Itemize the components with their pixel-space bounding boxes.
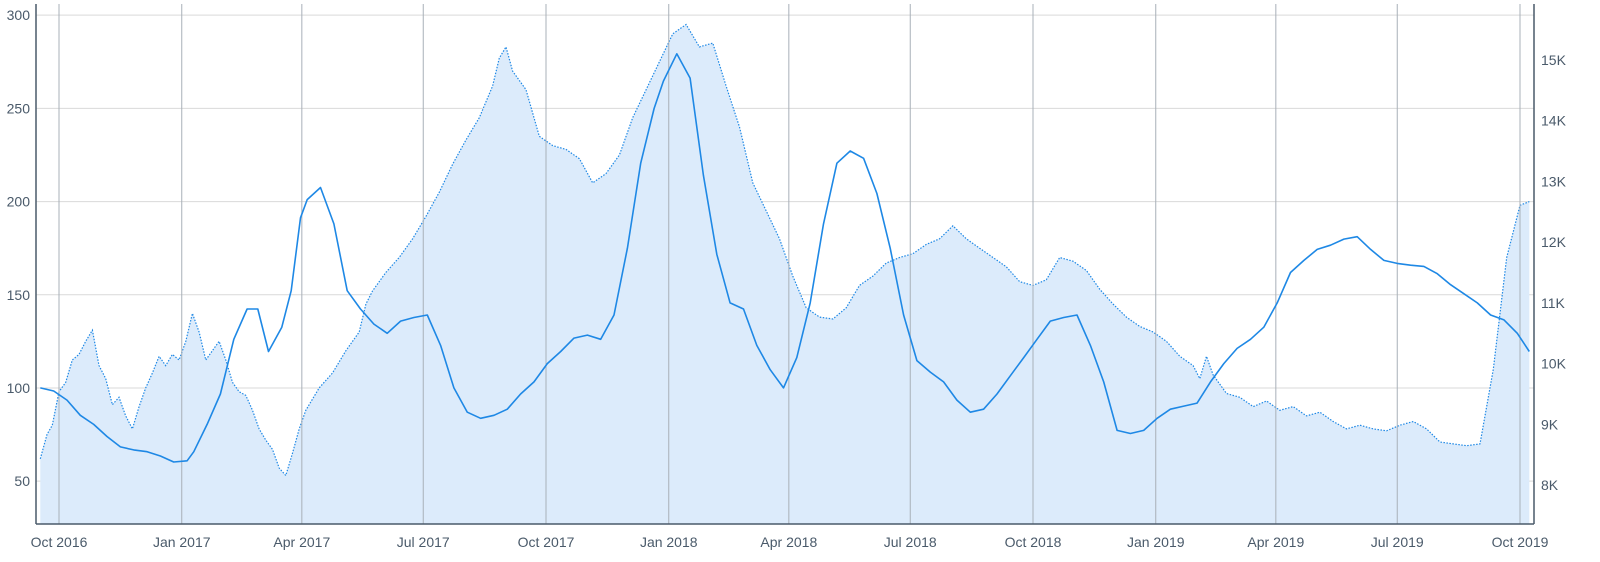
x-tick-label: Apr 2018 xyxy=(760,534,817,550)
y-right-tick-label: 8K xyxy=(1541,477,1559,493)
left-axis-ticks: 300 250 200 150 100 50 xyxy=(7,7,31,489)
line-series-solid xyxy=(40,53,1530,463)
x-tick-label: Jan 2019 xyxy=(1127,534,1185,550)
y-right-tick-label: 15K xyxy=(1541,52,1567,68)
y-right-tick-label: 11K xyxy=(1541,295,1566,311)
y-right-tick-label: 12K xyxy=(1541,234,1567,250)
y-left-tick-label: 200 xyxy=(7,194,31,210)
y-left-tick-label: 250 xyxy=(7,100,31,116)
axis-layer xyxy=(35,4,1535,525)
x-tick-label: Jul 2018 xyxy=(884,534,937,550)
x-tick-label: Jul 2019 xyxy=(1371,534,1424,550)
y-right-tick-label: 10K xyxy=(1541,356,1567,372)
x-axis-ticks: Oct 2016 Jan 2017 Apr 2017 Jul 2017 Oct 2017… xyxy=(31,534,1549,550)
y-right-tick-label: 13K xyxy=(1541,173,1567,189)
y-right-tick-label: 14K xyxy=(1541,113,1567,129)
y-left-tick-label: 100 xyxy=(7,380,31,396)
line-series-layer xyxy=(40,53,1530,463)
area-series-dotted-line xyxy=(39,23,1530,477)
x-tick-label: Oct 2017 xyxy=(518,534,575,550)
x-tick-label: Oct 2016 xyxy=(31,534,88,550)
x-tick-label: Apr 2017 xyxy=(273,534,330,550)
x-tick-label: Jul 2017 xyxy=(397,534,450,550)
x-tick-label: Jan 2018 xyxy=(640,534,698,550)
x-tick-label: Oct 2018 xyxy=(1005,534,1062,550)
y-left-tick-label: 150 xyxy=(7,287,31,303)
y-left-tick-label: 300 xyxy=(7,7,31,23)
area-series-layer xyxy=(39,23,1530,524)
right-axis-ticks: 15K 14K 13K 12K 11K 10K 9K 8K xyxy=(1541,52,1567,493)
x-tick-label: Apr 2019 xyxy=(1247,534,1304,550)
y-left-tick-label: 50 xyxy=(14,473,30,489)
x-tick-label: Jan 2017 xyxy=(153,534,211,550)
x-tick-label: Oct 2019 xyxy=(1492,534,1549,550)
y-right-tick-label: 9K xyxy=(1541,416,1559,432)
area-series-fill xyxy=(40,24,1530,524)
